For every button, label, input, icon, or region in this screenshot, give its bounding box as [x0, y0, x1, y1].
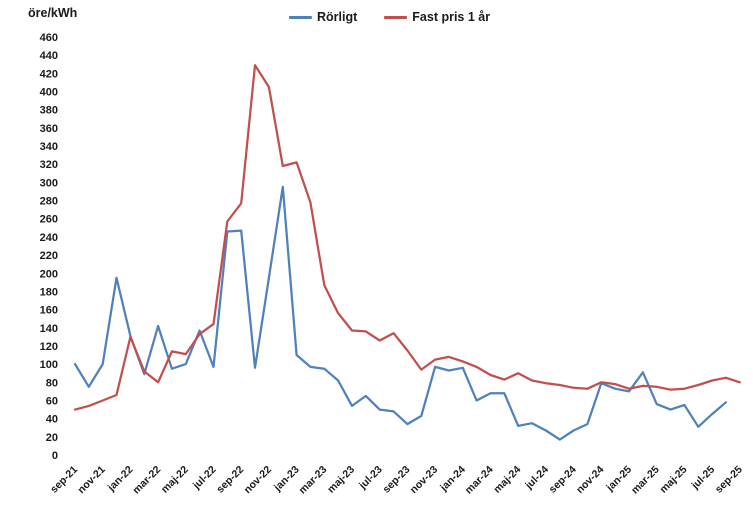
x-axis-tick-label: nov-22 — [242, 464, 275, 497]
y-axis-tick-label: 460 — [40, 32, 58, 44]
x-axis-tick-label: mar-25 — [629, 464, 662, 497]
y-axis-tick-label: 440 — [40, 50, 58, 62]
x-axis-tick-label: nov-24 — [574, 464, 607, 497]
x-axis-tick-label: maj-24 — [491, 464, 523, 496]
y-axis-tick-label: 360 — [40, 123, 58, 135]
x-axis-tick-label: sep-23 — [381, 464, 413, 496]
y-axis-tick-label: 240 — [40, 232, 58, 244]
legend-line-swatch-rorligt — [289, 15, 312, 19]
legend-item-fast-pris-1-ar: Fast pris 1 år — [384, 11, 490, 24]
x-axis-tick-label: maj-22 — [159, 464, 191, 496]
y-axis-tick-label: 400 — [40, 87, 58, 99]
y-axis-tick-label: 120 — [40, 341, 58, 353]
x-axis-tick-label: mar-22 — [130, 464, 163, 497]
legend-label-fast-pris-1-ar: Fast pris 1 år — [412, 10, 491, 24]
y-axis-tick-label: 140 — [40, 323, 58, 335]
x-axis-tick-label: sep-21 — [48, 464, 80, 496]
x-axis-tick-label: nov-21 — [75, 464, 108, 497]
y-axis-tick-label: 320 — [40, 159, 58, 171]
y-axis-tick-label: 0 — [52, 450, 58, 462]
series-line-fast-pris-1-ar — [73, 64, 741, 411]
y-axis-tick-label: 300 — [40, 177, 58, 189]
legend-label-rorligt: Rörligt — [317, 10, 358, 24]
x-axis-tick-label: nov-23 — [408, 464, 441, 497]
x-axis-tick-label: maj-25 — [658, 464, 690, 496]
y-axis-tick-label: 220 — [40, 250, 58, 262]
y-axis-tick-label: 40 — [46, 414, 58, 426]
x-axis-tick-label: sep-25 — [713, 464, 745, 496]
y-axis-tick-label: 380 — [40, 105, 58, 117]
y-axis-tick-label: 180 — [40, 286, 58, 298]
y-axis-tick-label: 340 — [40, 141, 58, 153]
y-axis-title: öre/kWh — [28, 6, 78, 20]
x-axis-tick-label: sep-22 — [214, 464, 246, 496]
y-axis-tick-label: 260 — [40, 214, 58, 226]
y-axis-tick-label: 80 — [46, 377, 58, 389]
series-line-rorligt — [73, 185, 728, 441]
y-axis-tick-label: 20 — [46, 432, 58, 444]
y-axis-tick-label: 60 — [46, 396, 58, 408]
x-axis-tick-label: sep-24 — [547, 464, 579, 496]
legend-line-swatch-fast-pris-1-ar — [384, 15, 408, 19]
y-axis-tick-label: 280 — [40, 196, 58, 208]
x-axis-tick-label: maj-23 — [325, 464, 357, 496]
y-axis-tick-label: 200 — [40, 268, 58, 280]
legend-item-rorligt: Rörligt — [289, 11, 357, 24]
x-axis-tick-label: mar-24 — [463, 464, 496, 497]
x-axis-tick-label: mar-23 — [297, 464, 330, 497]
y-axis-tick-label: 160 — [40, 305, 58, 317]
legend: Rörligt Fast pris 1 år — [289, 11, 490, 24]
y-axis-tick-label: 100 — [40, 359, 58, 371]
y-axis-tick-label: 420 — [40, 68, 58, 80]
